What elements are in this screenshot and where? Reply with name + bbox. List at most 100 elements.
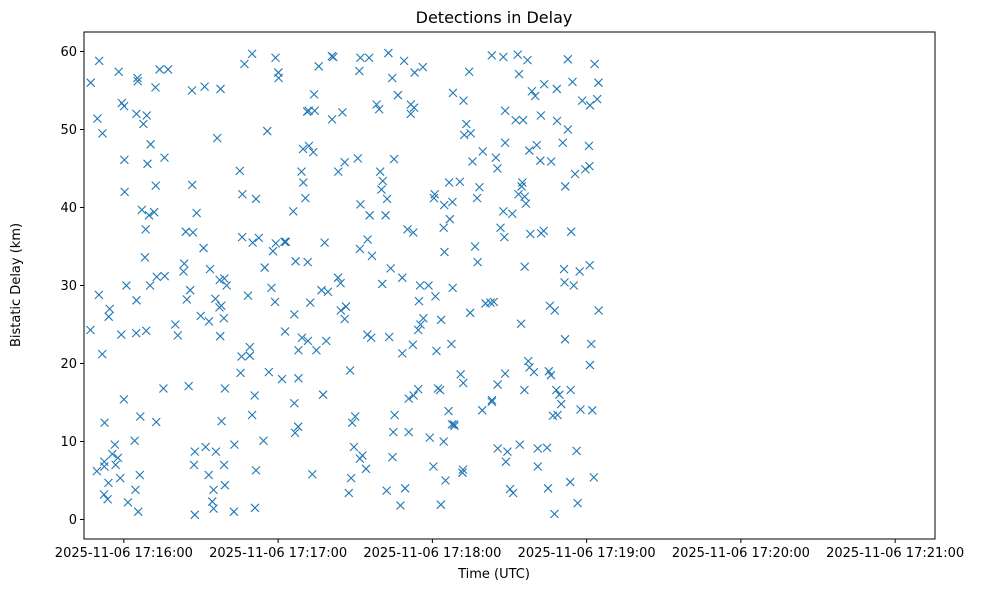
scatter-point bbox=[290, 428, 300, 438]
scatter-point bbox=[366, 333, 376, 343]
scatter-point bbox=[333, 273, 343, 283]
scatter-point bbox=[289, 309, 299, 319]
scatter-point bbox=[500, 138, 510, 148]
scatter-point bbox=[475, 182, 484, 192]
scatter-point bbox=[189, 460, 199, 470]
scatter-point bbox=[501, 457, 511, 467]
scatter-point bbox=[230, 440, 239, 450]
scatter-point bbox=[209, 485, 218, 495]
scatter-point bbox=[429, 462, 438, 471]
scatter-point bbox=[425, 433, 435, 442]
scatter-point bbox=[384, 332, 394, 342]
scatter-point bbox=[396, 501, 405, 510]
scatter-point bbox=[281, 237, 291, 247]
scatter-point bbox=[288, 207, 298, 216]
scatter-point bbox=[144, 210, 154, 220]
scatter-point bbox=[113, 453, 123, 463]
scatter-point bbox=[500, 106, 510, 116]
scatter-point bbox=[508, 488, 518, 498]
scatter-point bbox=[271, 53, 280, 63]
scatter-point bbox=[209, 504, 218, 513]
scatter-point bbox=[409, 391, 418, 400]
scatter-point bbox=[408, 340, 418, 350]
scatter-point bbox=[458, 468, 467, 478]
scatter-point bbox=[576, 405, 585, 414]
scatter-point bbox=[441, 476, 450, 485]
scatter-point bbox=[514, 69, 524, 79]
scatter-point bbox=[188, 228, 198, 237]
scatter-point bbox=[119, 101, 129, 111]
scatter-point bbox=[515, 440, 525, 450]
scatter-point bbox=[123, 497, 133, 507]
scatter-point bbox=[580, 164, 590, 174]
scatter-point bbox=[449, 419, 459, 429]
scatter-point bbox=[432, 346, 441, 356]
scatter-point bbox=[520, 192, 530, 201]
scatter-point bbox=[431, 292, 440, 301]
scatter-point bbox=[151, 181, 161, 191]
scatter-point bbox=[211, 447, 221, 457]
scatter-point bbox=[141, 224, 151, 234]
scatter-point bbox=[179, 259, 189, 269]
scatter-point bbox=[215, 331, 225, 341]
scatter-point bbox=[459, 96, 468, 106]
scatter-point bbox=[374, 104, 384, 114]
scatter-point bbox=[309, 90, 319, 99]
scatter-point bbox=[439, 437, 449, 446]
scatter-point bbox=[254, 233, 264, 243]
scatter-point bbox=[546, 370, 556, 380]
scatter-point bbox=[190, 510, 200, 520]
scatter-point bbox=[355, 244, 365, 254]
scatter-point bbox=[321, 336, 331, 346]
scatter-point bbox=[111, 460, 121, 470]
scatter-point bbox=[560, 182, 570, 191]
scatter-point bbox=[594, 306, 604, 315]
scatter-point bbox=[518, 115, 528, 125]
scatter-point bbox=[527, 86, 537, 96]
scatter-point bbox=[345, 366, 355, 375]
scatter-point bbox=[387, 73, 397, 83]
scatter-point bbox=[439, 223, 449, 233]
scatter-point bbox=[363, 235, 372, 244]
scatter-point bbox=[382, 486, 391, 496]
scatter-point bbox=[170, 320, 180, 329]
scatter-point bbox=[207, 497, 217, 506]
scatter-point bbox=[404, 394, 414, 403]
scatter-point bbox=[303, 336, 313, 346]
scatter-point bbox=[271, 238, 281, 248]
scatter-point bbox=[305, 298, 315, 308]
scatter-point bbox=[132, 109, 141, 119]
scatter-point bbox=[552, 116, 562, 126]
plot-area-frame bbox=[83, 31, 936, 540]
scatter-point bbox=[403, 224, 412, 234]
scatter-point bbox=[119, 394, 129, 404]
scatter-point bbox=[470, 242, 480, 251]
scatter-point bbox=[300, 193, 310, 203]
scatter-point bbox=[99, 490, 109, 499]
scatter-point bbox=[389, 154, 399, 164]
scatter-point bbox=[182, 295, 192, 304]
scatter-point bbox=[560, 277, 569, 287]
scatter-point bbox=[520, 262, 530, 272]
scatter-point bbox=[143, 159, 152, 169]
scatter-point bbox=[393, 90, 403, 100]
scatter-point bbox=[245, 342, 255, 352]
scatter-point bbox=[340, 314, 350, 324]
scatter-point bbox=[86, 78, 96, 88]
scatter-point bbox=[361, 464, 371, 474]
scatter-point bbox=[448, 283, 458, 293]
scatter-point bbox=[327, 114, 337, 124]
scatter-point bbox=[378, 176, 388, 186]
scatter-point bbox=[408, 228, 418, 237]
scatter-point bbox=[341, 302, 351, 311]
y-tick-label: 0 bbox=[69, 513, 77, 528]
scatter-point bbox=[448, 88, 458, 98]
scatter-point bbox=[298, 144, 308, 154]
x-tick-label: 2025-11-06 17:17:00 bbox=[209, 546, 347, 561]
scatter-point bbox=[245, 351, 255, 361]
scatter-point bbox=[210, 294, 220, 304]
scatter-point bbox=[262, 126, 272, 136]
scatter-point bbox=[592, 94, 602, 104]
scatter-point bbox=[259, 436, 268, 446]
